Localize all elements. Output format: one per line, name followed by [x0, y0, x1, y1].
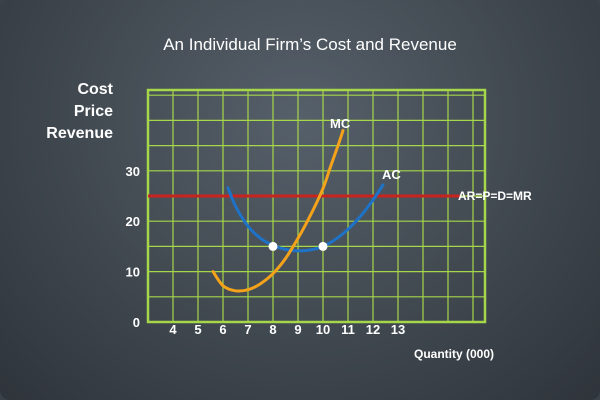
y-tick-label: 0: [133, 315, 140, 330]
x-tick-label: 5: [194, 322, 201, 337]
plot-frame: [146, 88, 487, 324]
series-line-mc: [211, 129, 345, 293]
y-tick-label: 30: [126, 164, 140, 179]
x-tick-label: 9: [294, 322, 301, 337]
y-tick-label: 10: [126, 265, 140, 280]
series-label-mc: MC: [330, 116, 351, 131]
x-tick-label: 10: [316, 322, 330, 337]
x-tick-label: 11: [341, 322, 355, 337]
series-layer: [148, 129, 461, 293]
data-point: [268, 241, 278, 251]
chart-title: An Individual Firm’s Cost and Revenue: [163, 35, 457, 54]
x-tick-label: 7: [244, 322, 251, 337]
grid: [146, 88, 487, 324]
series-line-ac: [226, 183, 385, 253]
y-axis-label-price: Price: [74, 103, 113, 120]
tick-labels: 4 5 6 7 8 9 10 11 12 13 0 10 20 30: [126, 164, 406, 337]
series-label-ar-p-d-mr: AR=P=D=MR: [458, 189, 532, 203]
y-axis-label-cost: Cost: [77, 81, 113, 98]
x-tick-label: 13: [391, 322, 405, 337]
x-tick-label: 4: [169, 322, 177, 337]
x-tick-label: 6: [219, 322, 226, 337]
x-tick-label: 8: [269, 322, 276, 337]
x-axis-label: Quantity (000): [414, 347, 494, 361]
data-point: [318, 241, 328, 251]
series-label-ac: AC: [382, 167, 401, 182]
x-tick-label: 12: [366, 322, 380, 337]
y-tick-label: 20: [126, 214, 140, 229]
y-axis-label-revenue: Revenue: [46, 125, 113, 142]
series-labels: MC AC AR=P=D=MR: [330, 116, 532, 203]
